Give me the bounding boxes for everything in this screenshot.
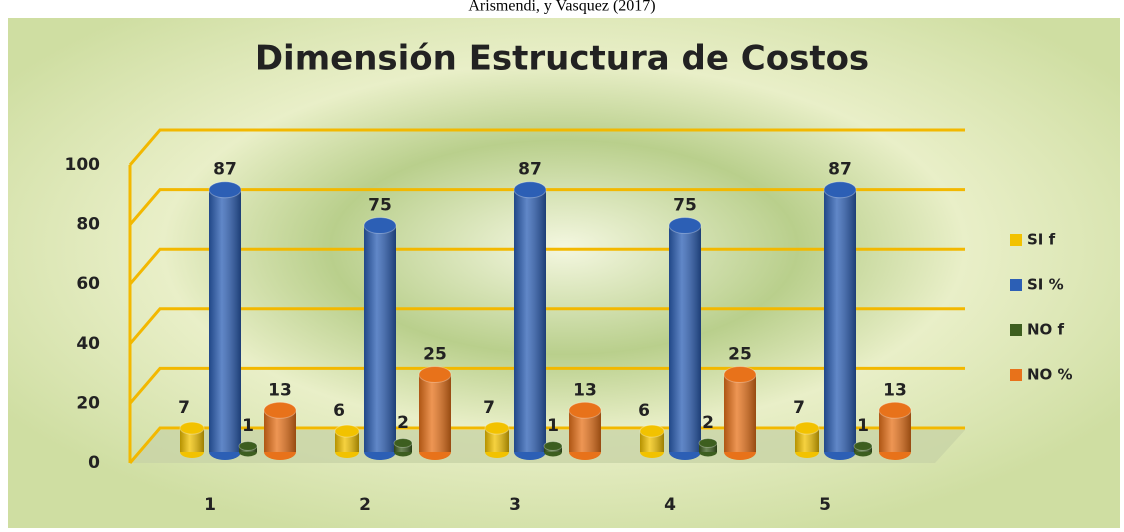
bar-shade bbox=[640, 431, 664, 452]
chart-title: Dimensión Estructura de Costos bbox=[255, 39, 869, 79]
data-label: 7 bbox=[793, 398, 805, 418]
bar-top bbox=[363, 217, 397, 234]
legend-swatch bbox=[1010, 324, 1022, 336]
grid-line bbox=[128, 188, 965, 226]
legend-label: NO f bbox=[1027, 321, 1065, 339]
legend-label: SI % bbox=[1027, 276, 1064, 294]
bar-top bbox=[238, 441, 258, 452]
data-label: 13 bbox=[883, 380, 907, 400]
bar-shade bbox=[824, 189, 856, 453]
data-label: 87 bbox=[828, 160, 852, 180]
bar-top bbox=[334, 424, 360, 438]
data-label: 2 bbox=[397, 413, 409, 433]
y-tick-label: 20 bbox=[76, 393, 100, 413]
data-label: 25 bbox=[423, 345, 447, 365]
bar-top bbox=[263, 401, 297, 419]
data-label: 25 bbox=[728, 345, 752, 365]
grid-line bbox=[128, 128, 965, 166]
x-tick-label: 1 bbox=[204, 495, 216, 515]
data-label: 13 bbox=[573, 380, 597, 400]
data-label: 1 bbox=[857, 416, 869, 436]
data-label: 87 bbox=[518, 160, 542, 180]
bar-top bbox=[513, 181, 547, 199]
legend-label: NO % bbox=[1027, 366, 1073, 384]
y-tick-label: 0 bbox=[88, 453, 100, 473]
bar-top bbox=[668, 217, 702, 234]
data-label: 7 bbox=[483, 398, 495, 418]
bar-top bbox=[393, 438, 413, 449]
bar-shade bbox=[180, 428, 204, 452]
data-label: 1 bbox=[547, 416, 559, 436]
data-label: 7 bbox=[178, 398, 190, 418]
x-tick-label: 3 bbox=[509, 495, 521, 515]
data-label: 75 bbox=[368, 196, 392, 216]
bar-shade bbox=[335, 431, 359, 452]
bar-top bbox=[179, 421, 205, 435]
bar-top bbox=[568, 401, 602, 419]
legend-swatch bbox=[1010, 279, 1022, 291]
data-label: 2 bbox=[702, 413, 714, 433]
bar-top bbox=[698, 438, 718, 449]
bar-shade bbox=[669, 225, 701, 452]
bar-shade bbox=[209, 189, 241, 453]
y-tick-label: 80 bbox=[76, 215, 100, 235]
y-tick-label: 40 bbox=[76, 334, 100, 354]
data-label: 87 bbox=[213, 160, 237, 180]
data-label: 13 bbox=[268, 380, 292, 400]
bar-top bbox=[543, 441, 563, 452]
bar-shade bbox=[364, 225, 396, 452]
data-label: 75 bbox=[673, 196, 697, 216]
bar-top bbox=[208, 181, 242, 199]
bar-top bbox=[794, 421, 820, 435]
data-label: 6 bbox=[333, 401, 345, 421]
bar-top bbox=[723, 366, 757, 383]
bar-top bbox=[823, 181, 857, 199]
bar-shade bbox=[485, 428, 509, 452]
y-tick-label: 100 bbox=[65, 155, 101, 175]
legend-swatch bbox=[1010, 234, 1022, 246]
source: Arismendi, y Vasquez (2017) bbox=[468, 0, 655, 15]
y-tick-label: 60 bbox=[76, 274, 100, 294]
data-label: 6 bbox=[638, 401, 650, 421]
bar-shade bbox=[795, 428, 819, 452]
bar-shade bbox=[724, 374, 756, 452]
bar-top bbox=[418, 366, 452, 383]
legend-swatch bbox=[1010, 369, 1022, 381]
bar-top bbox=[639, 424, 665, 438]
x-tick-label: 2 bbox=[359, 495, 371, 515]
x-tick-label: 5 bbox=[819, 495, 831, 515]
bar-shade bbox=[514, 189, 546, 453]
data-label: 1 bbox=[242, 416, 254, 436]
bar-shade bbox=[419, 374, 451, 452]
bar-top bbox=[484, 421, 510, 435]
bar-top bbox=[853, 441, 873, 452]
x-tick-label: 4 bbox=[664, 495, 676, 515]
bar-top bbox=[878, 401, 912, 419]
legend-label: SI f bbox=[1027, 231, 1056, 249]
